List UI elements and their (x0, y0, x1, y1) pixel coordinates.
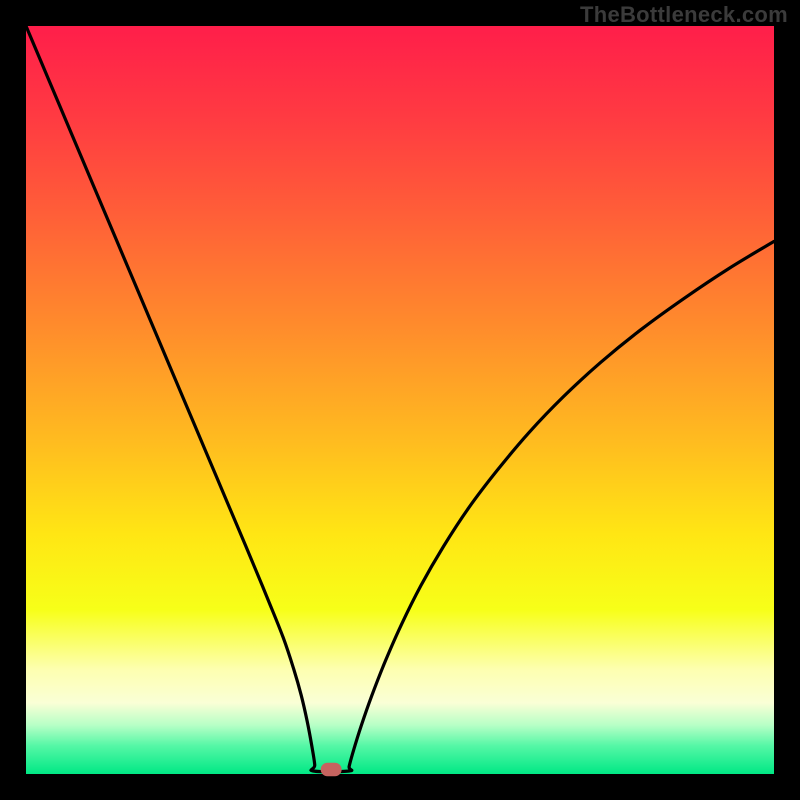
bottleneck-chart (0, 0, 800, 800)
optimal-point-marker (321, 763, 342, 776)
plot-gradient-area (26, 26, 774, 774)
watermark-text: TheBottleneck.com (580, 2, 788, 28)
